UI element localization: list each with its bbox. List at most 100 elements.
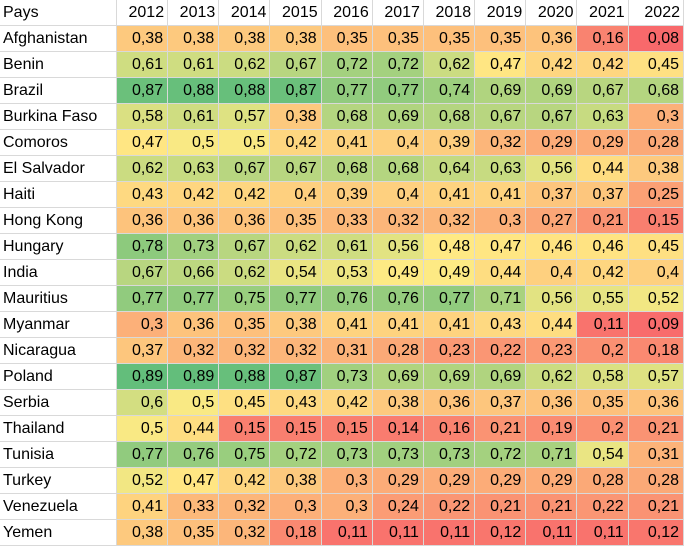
- heatmap-cell: 0,41: [423, 181, 476, 208]
- heatmap-cell: 0,63: [167, 155, 220, 182]
- heatmap-cell: 0,71: [525, 441, 578, 468]
- heatmap-cell: 0,15: [628, 207, 684, 234]
- heatmap-cell: 0,56: [525, 155, 578, 182]
- heatmap-cell: 0,72: [269, 441, 322, 468]
- heatmap-cell: 0,33: [167, 493, 220, 520]
- row-label: Hungary: [0, 233, 117, 260]
- row-label: Benin: [0, 51, 117, 78]
- heatmap-cell: 0,77: [269, 285, 322, 312]
- heatmap-cell: 0,15: [321, 415, 373, 442]
- heatmap-cell: 0,21: [628, 493, 684, 520]
- heatmap-cell: 0,3: [628, 103, 684, 130]
- heatmap-cell: 0,45: [628, 233, 684, 260]
- heatmap-cell: 0,78: [116, 233, 169, 260]
- heatmap-cell: 0,35: [218, 311, 271, 338]
- heatmap-cell: 0,73: [167, 233, 220, 260]
- heatmap-cell: 0,12: [474, 519, 527, 546]
- heatmap-cell: 0,22: [474, 337, 527, 364]
- heatmap-cell: 0,11: [576, 311, 629, 338]
- heatmap-cell: 0,68: [321, 155, 373, 182]
- row-label: India: [0, 259, 117, 286]
- heatmap-cell: 0,45: [218, 389, 271, 416]
- heatmap-cell: 0,21: [576, 207, 629, 234]
- heatmap-cell: 0,29: [423, 467, 476, 494]
- heatmap-cell: 0,36: [218, 207, 271, 234]
- heatmap-cell: 0,31: [321, 337, 373, 364]
- heatmap-cell: 0,63: [576, 103, 629, 130]
- column-header: 2014: [218, 0, 271, 26]
- heatmap-cell: 0,62: [269, 233, 322, 260]
- heatmap-cell: 0,37: [576, 181, 629, 208]
- heatmap-cell: 0,77: [167, 285, 220, 312]
- heatmap-cell: 0,28: [628, 467, 684, 494]
- heatmap-cell: 0,69: [372, 363, 424, 390]
- heatmap-cell: 0,73: [321, 441, 373, 468]
- row-label: Myanmar: [0, 311, 117, 338]
- heatmap-cell: 0,32: [218, 519, 271, 546]
- heatmap-row: Tunisia 0,77 0,76 0,75 0,72 0,73 0,73 0,73 0,72 0…: [0, 441, 684, 468]
- heatmap-cell: 0,87: [116, 77, 169, 104]
- column-header: 2019: [474, 0, 527, 26]
- heatmap-cell: 0,42: [269, 129, 322, 156]
- heatmap-cell: 0,47: [167, 467, 220, 494]
- heatmap-cell: 0,23: [423, 337, 476, 364]
- heatmap-cell: 0,44: [167, 415, 220, 442]
- heatmap-cell: 0,41: [423, 311, 476, 338]
- heatmap-cell: 0,68: [423, 103, 476, 130]
- heatmap-cell: 0,67: [269, 51, 322, 78]
- row-label: Yemen: [0, 519, 117, 546]
- heatmap-cell: 0,18: [628, 337, 684, 364]
- column-header: 2015: [269, 0, 322, 26]
- heatmap-cell: 0,49: [372, 259, 424, 286]
- heatmap-cell: 0,67: [474, 103, 527, 130]
- row-label: Turkey: [0, 467, 117, 494]
- heatmap-cell: 0,53: [321, 259, 373, 286]
- heatmap-cell: 0,35: [423, 25, 476, 52]
- heatmap-cell: 0,35: [372, 25, 424, 52]
- heatmap-cell: 0,4: [628, 259, 684, 286]
- heatmap-row: Thailand 0,5 0,44 0,15 0,15 0,15 0,14 0,16 0,21 0…: [0, 415, 684, 442]
- heatmap-row: Hungary 0,78 0,73 0,67 0,62 0,61 0,56 0,48 0,47 0…: [0, 233, 684, 260]
- heatmap-cell: 0,38: [167, 25, 220, 52]
- heatmap-cell: 0,36: [167, 207, 220, 234]
- row-label: Tunisia: [0, 441, 117, 468]
- row-label: Poland: [0, 363, 117, 390]
- heatmap-cell: 0,18: [269, 519, 322, 546]
- heatmap-cell: 0,75: [218, 441, 271, 468]
- heatmap-cell: 0,42: [218, 181, 271, 208]
- heatmap-row: India 0,67 0,66 0,62 0,54 0,53 0,49 0,49 0,44 0,4…: [0, 259, 684, 286]
- heatmap-cell: 0,61: [167, 103, 220, 130]
- heatmap-cell: 0,73: [321, 363, 373, 390]
- heatmap-cell: 0,6: [116, 389, 169, 416]
- header-row: Pays 2012 2013 2014 2015 2016 2017 2018 2019 202…: [0, 0, 684, 26]
- heatmap-cell: 0,72: [321, 51, 373, 78]
- column-header: 2016: [321, 0, 373, 26]
- heatmap-cell: 0,35: [576, 389, 629, 416]
- heatmap-cell: 0,2: [576, 415, 629, 442]
- heatmap-cell: 0,69: [372, 103, 424, 130]
- heatmap-cell: 0,62: [218, 51, 271, 78]
- heatmap-cell: 0,42: [167, 181, 220, 208]
- heatmap-cell: 0,77: [423, 285, 476, 312]
- heatmap-cell: 0,46: [576, 233, 629, 260]
- heatmap-cell: 0,5: [218, 129, 271, 156]
- heatmap-cell: 0,69: [474, 77, 527, 104]
- heatmap-cell: 0,64: [423, 155, 476, 182]
- heatmap-cell: 0,11: [372, 519, 424, 546]
- row-label: Haiti: [0, 181, 117, 208]
- heatmap-cell: 0,4: [269, 181, 322, 208]
- heatmap-cell: 0,49: [423, 259, 476, 286]
- heatmap-cell: 0,62: [525, 363, 578, 390]
- heatmap-cell: 0,37: [116, 337, 169, 364]
- column-header: 2021: [576, 0, 629, 26]
- heatmap-cell: 0,36: [525, 25, 578, 52]
- heatmap-cell: 0,11: [423, 519, 476, 546]
- heatmap-cell: 0,47: [116, 129, 169, 156]
- heatmap-cell: 0,38: [269, 467, 322, 494]
- heatmap-cell: 0,63: [474, 155, 527, 182]
- heatmap-cell: 0,28: [372, 337, 424, 364]
- heatmap-cell: 0,15: [269, 415, 322, 442]
- heatmap-cell: 0,35: [474, 25, 527, 52]
- heatmap-body: Afghanistan 0,38 0,38 0,38 0,38 0,35 0,35 0,35 0…: [0, 25, 684, 546]
